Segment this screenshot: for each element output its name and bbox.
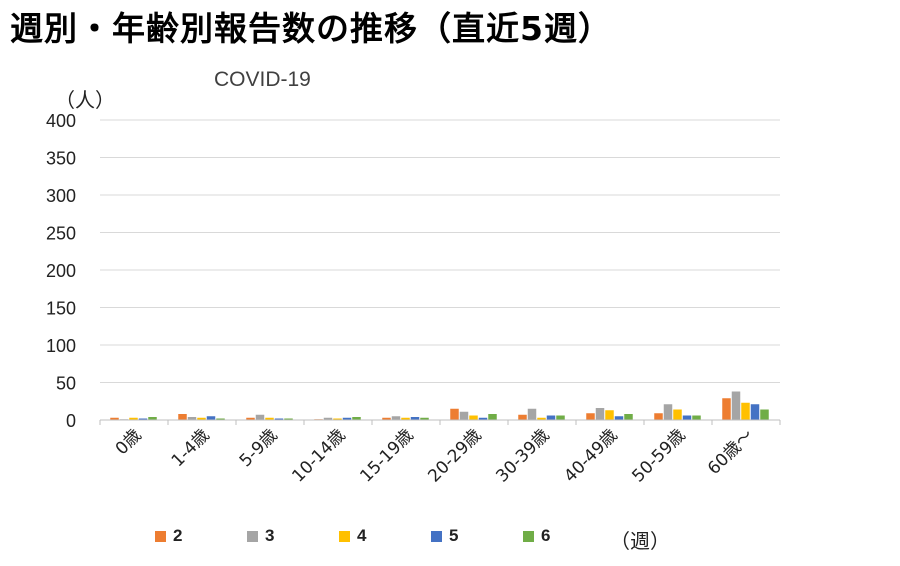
bar: [537, 417, 546, 420]
bar: [546, 415, 556, 420]
bar: [527, 408, 537, 420]
bar: [586, 413, 595, 420]
legend-swatch: [523, 530, 534, 542]
y-tick-label: 300: [46, 186, 76, 206]
y-tick-label: 150: [46, 299, 76, 319]
gridlines: [100, 119, 780, 421]
bar: [459, 411, 469, 420]
x-axis: [99, 419, 781, 425]
legend-label: 4: [357, 526, 367, 545]
bar: [595, 408, 605, 420]
legend-swatch: [155, 530, 166, 542]
legend-label: 5: [449, 526, 459, 545]
x-tick-label: 20-29歳: [424, 425, 485, 486]
bar: [401, 417, 410, 420]
bar: [722, 398, 731, 420]
bar: [148, 417, 157, 420]
bar: [469, 415, 478, 420]
bar: [138, 418, 148, 420]
bar: [518, 414, 527, 420]
legend-label: 3: [265, 526, 275, 545]
x-tick-label: 50-59歳: [628, 425, 689, 486]
y-tick-label: 0: [66, 411, 76, 431]
page-title: 週別・年齢別報告数の推移（直近5週）: [10, 9, 612, 48]
bar: [682, 415, 692, 420]
bar: [624, 414, 633, 420]
legend-item: 5: [431, 526, 523, 546]
bar: [246, 417, 255, 420]
bar: [750, 404, 760, 420]
legend-swatch: [431, 530, 442, 542]
bar: [391, 416, 401, 420]
bar: [274, 418, 284, 420]
bar: [654, 413, 663, 420]
chart-subtitle: COVID-19: [214, 68, 311, 91]
legend-label: 6: [541, 526, 551, 545]
y-tick-label: 200: [46, 261, 76, 281]
legend-item: 3: [247, 526, 339, 546]
bar: [741, 402, 750, 420]
bar: [255, 414, 265, 420]
x-tick-labels: 0歳 1-4歳 5-9歳 10-14歳 15-19歳 20-29歳 30-39歳 40-49歳…: [112, 425, 758, 486]
bar: [605, 410, 614, 420]
y-tick-label: 400: [46, 111, 76, 131]
y-tick-labels: 0 50 100 150 200 250 300 350 400: [46, 111, 76, 431]
x-tick-label: 0歳: [112, 425, 146, 459]
x-tick-label: 30-39歳: [492, 425, 553, 486]
bar: [216, 418, 225, 420]
x-tick-label: 15-19歳: [356, 425, 417, 486]
bar: [478, 417, 488, 420]
legend-item: 2: [155, 526, 247, 546]
y-tick-label: 50: [56, 374, 76, 394]
x-tick-label: 10-14歳: [288, 425, 349, 486]
bar: [760, 409, 769, 420]
bar: [450, 408, 459, 420]
legend: 2 3 4 5 6: [155, 526, 615, 546]
legend-swatch: [339, 530, 350, 542]
bar: [420, 417, 429, 420]
legend-swatch: [247, 530, 258, 542]
bar: [731, 391, 741, 420]
y-tick-label: 250: [46, 224, 76, 244]
bar: [556, 415, 565, 420]
bar: [410, 417, 420, 420]
bar: [187, 417, 197, 420]
x-tick-label: 60歳～: [704, 425, 757, 478]
bars: [110, 391, 769, 420]
legend-label: 2: [173, 526, 183, 545]
bar: [197, 417, 206, 420]
legend-item: 6: [523, 526, 615, 546]
bar: [265, 417, 274, 420]
bar: [178, 414, 187, 420]
bar: [692, 415, 701, 420]
bar: [673, 409, 682, 420]
x-tick-label: 5-9歳: [236, 425, 282, 471]
bar: [206, 416, 216, 420]
bar: [284, 418, 293, 420]
legend-item: 4: [339, 526, 431, 546]
bar: [382, 417, 391, 420]
bar: [110, 417, 119, 420]
x-tick-label: 40-49歳: [560, 425, 621, 486]
bar: [614, 416, 624, 420]
bar: [488, 414, 497, 420]
x-tick-label: 1-4歳: [168, 425, 214, 471]
bar: [323, 417, 333, 420]
bar: [352, 417, 361, 420]
y-axis-unit-label: （人）: [55, 88, 115, 112]
bar: [129, 417, 138, 420]
y-tick-label: 350: [46, 149, 76, 169]
bar: [342, 417, 352, 420]
bar: [333, 418, 342, 420]
bar: [663, 404, 673, 420]
legend-title: （週）: [610, 529, 670, 553]
y-tick-label: 100: [46, 336, 76, 356]
